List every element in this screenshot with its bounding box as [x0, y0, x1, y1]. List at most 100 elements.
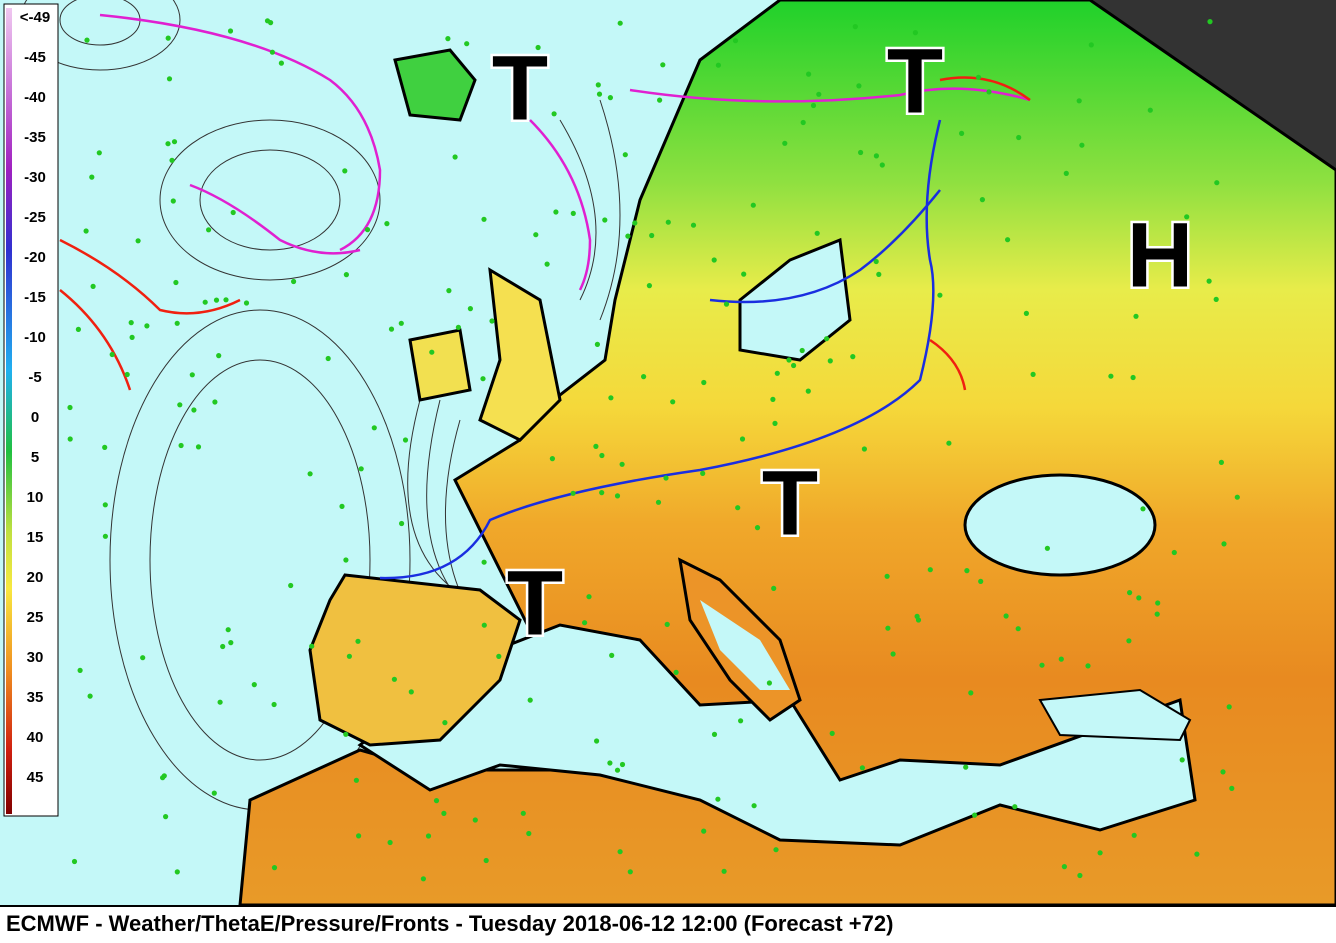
- pressure-center-label: H: [1127, 204, 1193, 306]
- rain-dot: [964, 568, 970, 574]
- precipitation-symbols: [67, 18, 1240, 882]
- rain-dot: [766, 680, 773, 686]
- colorbar-label: 30: [27, 649, 44, 666]
- rain-dot: [774, 370, 780, 376]
- rain-dot: [594, 738, 600, 744]
- colorbar-label: 45: [27, 769, 44, 786]
- colorbar-box: [3, 3, 59, 817]
- rain-dot: [166, 76, 173, 82]
- colorbar-label: -5: [28, 369, 41, 386]
- rain-dot: [1039, 662, 1045, 668]
- rain-dot: [617, 849, 623, 855]
- rain-dot: [1003, 613, 1009, 619]
- rain-dot: [87, 693, 93, 699]
- rain-dot: [90, 283, 96, 289]
- rain-dot: [594, 341, 601, 347]
- rain-dot: [1184, 214, 1190, 220]
- colorbar-label: -10: [24, 329, 46, 346]
- rain-dot: [1108, 373, 1114, 379]
- rain-dot: [481, 559, 487, 565]
- rain-dot: [607, 95, 614, 101]
- colorbar-label: 5: [31, 449, 39, 466]
- rain-dot: [1079, 142, 1085, 148]
- pressure-center-label: T: [507, 552, 563, 654]
- rain-dot: [968, 690, 974, 696]
- rain-dot: [544, 261, 550, 267]
- rain-dot: [83, 228, 89, 234]
- rain-dot: [343, 272, 349, 278]
- rain-dot: [84, 37, 90, 43]
- rain-dot: [649, 232, 655, 239]
- rain-dot: [483, 857, 489, 864]
- rain-dot: [856, 83, 862, 89]
- baltic-sea: [738, 237, 852, 362]
- rain-dot: [1061, 864, 1067, 870]
- rain-dot: [269, 49, 275, 55]
- rain-dot: [307, 471, 313, 477]
- rain-dot: [664, 621, 670, 628]
- rain-dot: [711, 257, 717, 263]
- rain-dot: [195, 444, 202, 450]
- rain-dot: [884, 573, 890, 579]
- rain-dot: [425, 833, 432, 839]
- rain-dot: [1206, 278, 1212, 284]
- rain-dot: [1229, 785, 1235, 792]
- rain-dot: [657, 97, 663, 103]
- rain-dot: [481, 216, 487, 222]
- rain-dot: [189, 372, 195, 378]
- colorbar-label: 20: [27, 569, 44, 586]
- rain-dot: [732, 38, 739, 44]
- rain-dot: [230, 209, 236, 216]
- rain-dot: [227, 28, 234, 34]
- rain-dot: [850, 354, 856, 360]
- rain-dot: [225, 627, 231, 633]
- rain-dot: [1063, 170, 1069, 176]
- rain-dot: [343, 731, 349, 737]
- rain-dot: [1147, 107, 1153, 113]
- rain-dot: [876, 271, 882, 277]
- rain-dot: [972, 812, 978, 818]
- rain-dot: [1130, 374, 1136, 381]
- rain-dot: [617, 20, 623, 26]
- rain-dot: [1126, 638, 1132, 644]
- rain-dot: [243, 300, 250, 306]
- rain-dot: [595, 82, 601, 88]
- rain-dot: [963, 764, 969, 770]
- rain-dot: [496, 653, 502, 660]
- rain-dot: [358, 466, 364, 472]
- rain-dot: [614, 493, 621, 499]
- colorbar-label: -15: [24, 289, 46, 306]
- rain-dot: [1131, 832, 1137, 838]
- rain-dot: [191, 407, 197, 413]
- rain-dot: [268, 20, 274, 26]
- iberia: [308, 573, 522, 747]
- rain-dot: [1220, 769, 1226, 775]
- rain-dot: [937, 292, 943, 298]
- colorbar-label: 40: [27, 729, 44, 746]
- rain-dot: [206, 227, 212, 233]
- rain-dot: [1218, 459, 1224, 465]
- rain-dot: [852, 24, 858, 30]
- rain-dot: [398, 320, 404, 326]
- rain-dot: [599, 452, 605, 459]
- rain-dot: [1076, 98, 1082, 104]
- rain-dot: [384, 221, 390, 227]
- rain-dot: [715, 62, 722, 68]
- rain-dot: [96, 150, 102, 156]
- rain-dot: [619, 461, 625, 467]
- rain-dot: [1023, 310, 1029, 316]
- rain-dot: [445, 36, 451, 42]
- rain-dot: [452, 154, 458, 160]
- rain-dot: [535, 44, 541, 51]
- colorbar-label: -25: [24, 209, 46, 226]
- pressure-center-label: T: [887, 30, 943, 132]
- rain-dot: [128, 320, 134, 326]
- rain-dot: [627, 869, 633, 875]
- rain-dot: [739, 436, 746, 442]
- rain-dot: [526, 830, 532, 837]
- pressure-center-label: T: [762, 452, 818, 554]
- rain-dot: [614, 767, 621, 773]
- rain-dot: [399, 520, 405, 527]
- rain-dot: [771, 585, 777, 592]
- rain-dot: [735, 505, 741, 511]
